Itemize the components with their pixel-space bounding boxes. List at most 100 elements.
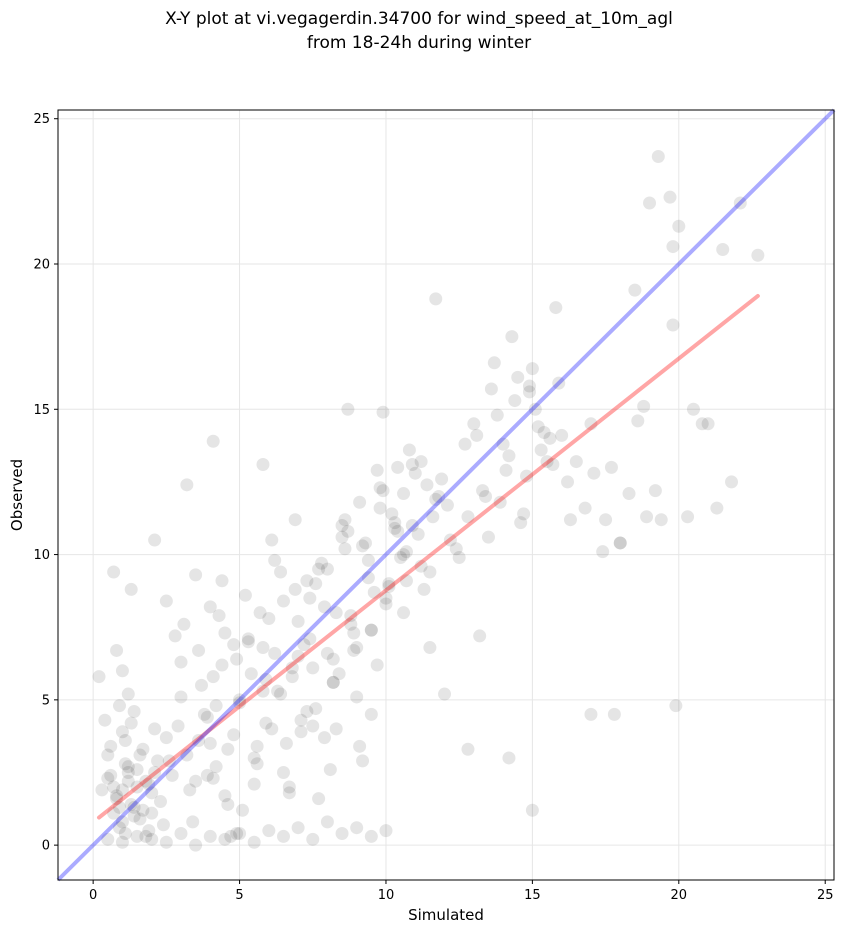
scatter-point	[268, 553, 282, 567]
scatter-point	[259, 673, 273, 687]
scatter-point	[218, 832, 232, 846]
scatter-point	[256, 457, 270, 471]
x-tick-label-1: 5	[235, 888, 243, 903]
scatter-point	[350, 690, 364, 704]
scatter-point	[534, 443, 548, 457]
scatter-point	[206, 434, 220, 448]
scatter-point	[640, 510, 654, 524]
scatter-point	[145, 786, 159, 800]
scatter-point	[350, 821, 364, 835]
scatter-point	[110, 792, 124, 806]
scatter-point	[148, 765, 162, 779]
scatter-point	[332, 667, 346, 681]
scatter-point	[637, 399, 651, 413]
scatter-point	[189, 774, 203, 788]
scatter-point	[156, 818, 170, 832]
scatter-point	[142, 824, 156, 838]
scatter-point	[376, 484, 390, 498]
scatter-point	[356, 754, 370, 768]
scatter-point	[470, 428, 484, 442]
scatter-point	[320, 815, 334, 829]
scatter-point	[347, 626, 361, 640]
scatter-point	[555, 428, 569, 442]
scatter-point	[291, 614, 305, 628]
scatter-point	[291, 821, 305, 835]
scatter-point	[276, 829, 290, 843]
scatter-point	[112, 821, 126, 835]
scatter-point	[578, 501, 592, 515]
scatter-point	[200, 768, 214, 782]
scatter-point	[130, 763, 144, 777]
scatter-point	[546, 457, 560, 471]
scatter-point	[587, 466, 601, 480]
scatter-point	[335, 530, 349, 544]
scatter-point	[244, 667, 258, 681]
scatter-point	[604, 460, 618, 474]
scatter-point	[338, 542, 352, 556]
scatter-point	[666, 318, 680, 332]
plot-area	[58, 110, 834, 880]
scatter-point	[364, 623, 378, 637]
scatter-point	[525, 803, 539, 817]
scatter-point	[151, 754, 165, 768]
scatter-point	[130, 780, 144, 794]
scatter-point	[121, 687, 135, 701]
scatter-point	[725, 475, 739, 489]
scatter-point	[344, 617, 358, 631]
scatter-point	[230, 827, 244, 841]
scatter-point	[449, 542, 463, 556]
scatter-point	[563, 513, 577, 527]
scatter-point	[148, 533, 162, 547]
scatter-point	[373, 501, 387, 515]
scatter-point	[353, 495, 367, 509]
scatter-point	[233, 693, 247, 707]
scatter-point	[115, 725, 129, 739]
scatter-point	[133, 748, 147, 762]
scatter-point	[663, 190, 677, 204]
scatter-point	[159, 835, 173, 849]
scatter-point	[648, 484, 662, 498]
scatter-point	[596, 545, 610, 559]
scatter-point	[537, 426, 551, 440]
scatter-point	[651, 149, 665, 163]
scatter-point	[189, 568, 203, 582]
scatter-point	[326, 675, 340, 689]
scatter-point	[508, 394, 522, 408]
scatter-point	[666, 240, 680, 254]
scatter-point	[259, 716, 273, 730]
scatter-point	[429, 492, 443, 506]
scatter-point	[174, 690, 188, 704]
scatter-point	[256, 641, 270, 655]
scatter-point	[391, 524, 405, 538]
scatter-point	[341, 402, 355, 416]
scatter-point	[221, 742, 235, 756]
scatter-point	[364, 707, 378, 721]
scatter-point	[253, 606, 267, 620]
scatter-point	[356, 539, 370, 553]
scatter-point	[669, 699, 683, 713]
scatter-point	[531, 420, 545, 434]
scatter-point	[221, 797, 235, 811]
scatter-point	[227, 638, 241, 652]
x-tick-label-4: 20	[671, 888, 688, 903]
scatter-point	[180, 748, 194, 762]
plot-frame	[57, 109, 835, 881]
y-tick-label-5: 25	[33, 112, 50, 127]
scatter-point	[329, 722, 343, 736]
scatter-point	[312, 562, 326, 576]
scatter-point	[502, 449, 516, 463]
scatter-point	[165, 768, 179, 782]
scatter-point	[358, 536, 372, 550]
scatter-point	[168, 629, 182, 643]
scatter-point	[101, 771, 115, 785]
scatter-point	[124, 582, 138, 596]
scatter-point	[628, 283, 642, 297]
scatter-point	[162, 754, 176, 768]
scatter-point	[265, 533, 279, 547]
scatter-point	[115, 783, 129, 797]
scatter-point	[95, 783, 109, 797]
scatter-point	[104, 768, 118, 782]
scatter-point	[353, 739, 367, 753]
scatter-point	[520, 469, 534, 483]
